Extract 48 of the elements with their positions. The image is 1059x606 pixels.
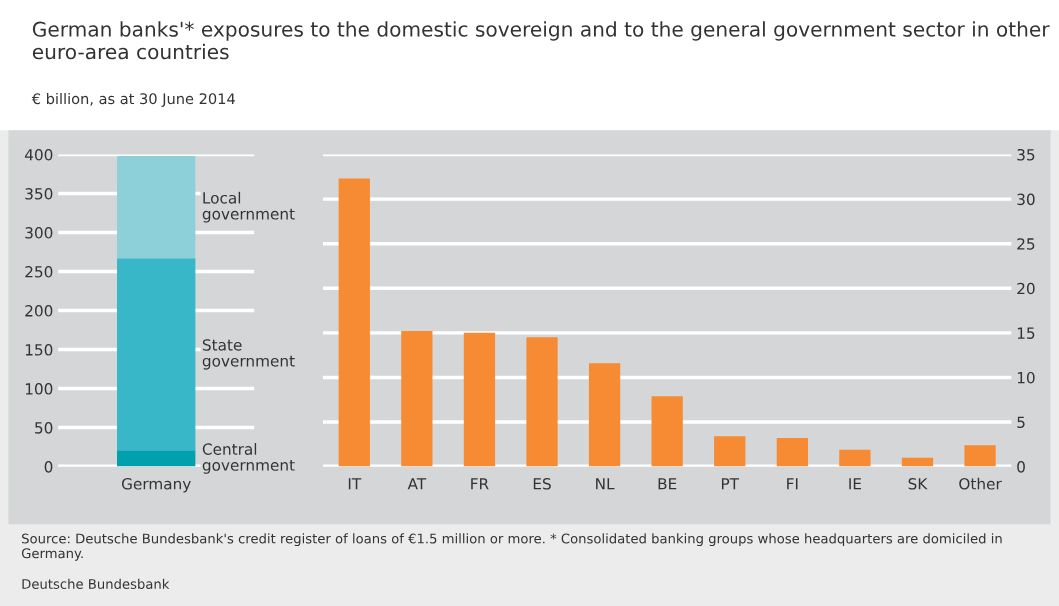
- y-tick-label: 5: [1017, 416, 1025, 429]
- y-tick-label: 300: [25, 227, 53, 239]
- series-label: State government: [202, 339, 295, 370]
- y-tick-label: 100: [25, 383, 53, 395]
- bar: [964, 445, 996, 467]
- series-label: Central government: [202, 443, 295, 474]
- y-tick-label: 350: [25, 188, 53, 200]
- bar: [463, 332, 496, 467]
- x-tick-label: Germany: [121, 478, 191, 493]
- x-tick-label: IE: [849, 478, 861, 490]
- y-tick-label: 10: [1017, 371, 1035, 384]
- source-note: Source: Deutsche Bundesbank's credit register of loans of €1.5 million or more. * Consolidated banking groups whose headquarters are domiciled in Germany.: [21, 533, 1002, 561]
- bar: [117, 156, 196, 259]
- text: Deutsche Bundesbank: [22, 578, 170, 589]
- y-tick-label: 20: [1017, 282, 1035, 295]
- y-tick-label: 30: [1017, 193, 1035, 206]
- x-tick-label: BE: [658, 478, 677, 490]
- bar: [526, 337, 558, 467]
- x-tick-label: AT: [407, 478, 427, 490]
- bar: [588, 363, 621, 467]
- bar: [776, 438, 808, 467]
- bar: [839, 449, 871, 467]
- y-tick-label: 200: [25, 305, 53, 317]
- bar: [401, 331, 433, 467]
- bar: [651, 396, 683, 467]
- x-tick-label: SK: [908, 478, 928, 490]
- bar: [117, 258, 196, 451]
- y-tick-label: 400: [24, 149, 53, 161]
- chart-subtitle: € billion, as at 30 June 2014: [31, 92, 235, 107]
- x-tick-label: NL: [596, 478, 615, 490]
- bar: [714, 436, 746, 467]
- y-tick-label: 250: [25, 266, 53, 278]
- y-tick-label: 25: [1017, 238, 1035, 250]
- y-tick-label: 50: [35, 422, 53, 434]
- y-tick-label: 35: [1017, 149, 1035, 161]
- x-tick-label: FI: [787, 478, 798, 490]
- x-tick-label: PT: [721, 478, 740, 490]
- x-tick-label: ES: [533, 478, 551, 490]
- x-tick-label: IT: [348, 478, 362, 490]
- x-tick-label: FR: [471, 478, 489, 490]
- y-tick-label: 0: [1017, 461, 1025, 473]
- y-tick-label: 0: [44, 461, 53, 473]
- bar: [338, 178, 370, 467]
- series-label: Local government: [202, 191, 295, 223]
- y-tick-label: 150: [25, 344, 53, 356]
- text: German banks'* exposures to the domestic sovereign and to the general government sector in other euro-area countries: [32, 21, 1050, 60]
- x-tick-label: Other: [959, 477, 1002, 490]
- y-tick-label: 15: [1017, 327, 1035, 339]
